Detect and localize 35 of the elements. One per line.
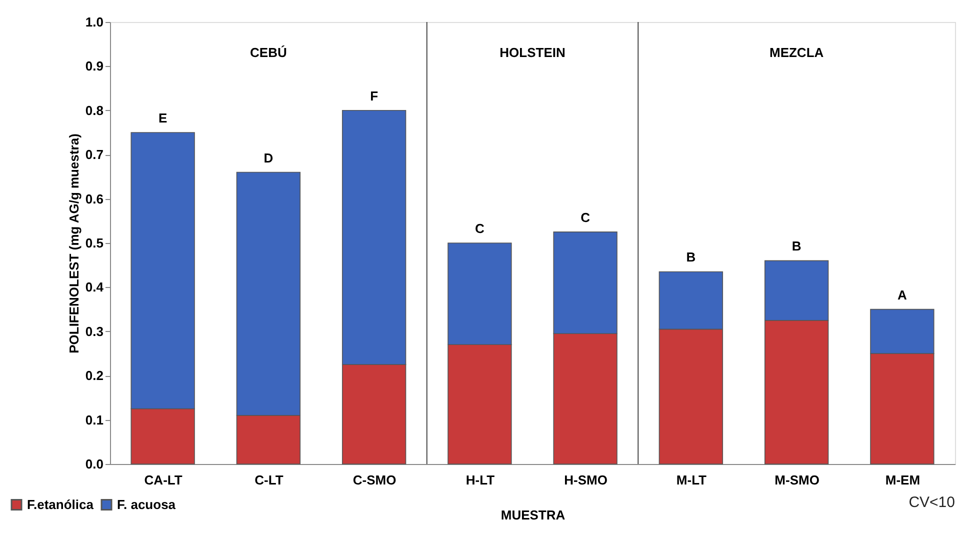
x-tick-label: H-LT	[466, 472, 495, 488]
y-tick-label: 0.7	[85, 147, 104, 162]
legend-label: F.etanólica	[27, 496, 94, 512]
x-tick-label: CA-LT	[144, 472, 182, 488]
y-tick-label: 0.0	[85, 456, 104, 472]
annotation: B	[686, 250, 696, 265]
y-tick-label: 0.9	[85, 58, 104, 74]
x-tick-label: C-LT	[254, 472, 284, 488]
y-axis-title: POLIFENOLEST (mg AG/g muestra)	[66, 134, 82, 354]
x-tick-label: M-EM	[885, 472, 920, 488]
y-tick-label: 0.8	[85, 102, 104, 118]
text: CV<10	[908, 494, 955, 511]
x-tick-label: M-SMO	[774, 472, 820, 488]
y-tick-label: 0.3	[85, 324, 104, 339]
legend-label: F. acuosa	[117, 496, 176, 512]
y-tick-label: 0.5	[85, 236, 104, 250]
x-tick-label: H-SMO	[564, 472, 608, 488]
annotation: CEBÚ	[250, 44, 287, 60]
annotation: B	[792, 238, 802, 254]
annotation: A	[897, 287, 908, 302]
annotation: D	[264, 150, 274, 166]
annotation: C	[474, 221, 485, 236]
annotation: E	[158, 110, 168, 126]
annotation: C	[580, 210, 591, 225]
annotation: HOLSTEIN	[500, 44, 566, 60]
y-tick-label: 1.0	[85, 14, 104, 30]
annotation: MEZCLA	[769, 44, 824, 60]
x-tick-label: C-SMO	[352, 472, 396, 488]
y-tick-label: 0.4	[85, 280, 104, 295]
y-tick-label: 0.2	[85, 368, 104, 384]
y-tick-label: 0.1	[85, 412, 104, 428]
y-tick-label: 0.6	[85, 191, 104, 206]
annotation: F	[370, 88, 378, 104]
x-tick-label: M-LT	[676, 472, 707, 488]
x-axis-title: MUESTRA	[500, 508, 566, 522]
